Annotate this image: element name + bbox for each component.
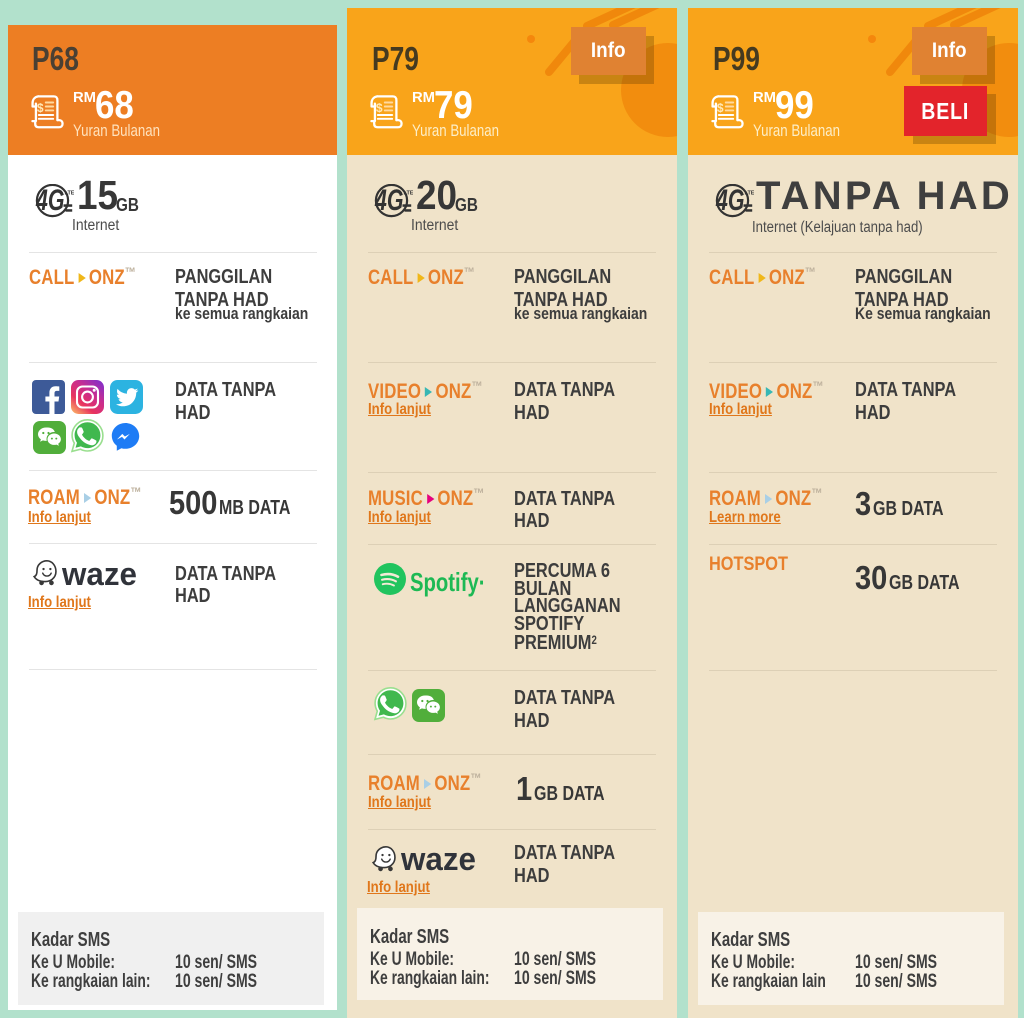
svg-text:4G: 4G (374, 184, 403, 217)
svg-text:$: $ (717, 101, 724, 115)
svg-text:$: $ (376, 101, 383, 115)
svg-text:$: $ (37, 101, 44, 115)
svg-text:LTE: LTE (404, 190, 414, 196)
svg-text:4G: 4G (35, 184, 64, 217)
svg-text:4G: 4G (715, 184, 744, 217)
svg-text:LTE: LTE (745, 190, 755, 196)
svg-text:LTE: LTE (65, 190, 75, 196)
